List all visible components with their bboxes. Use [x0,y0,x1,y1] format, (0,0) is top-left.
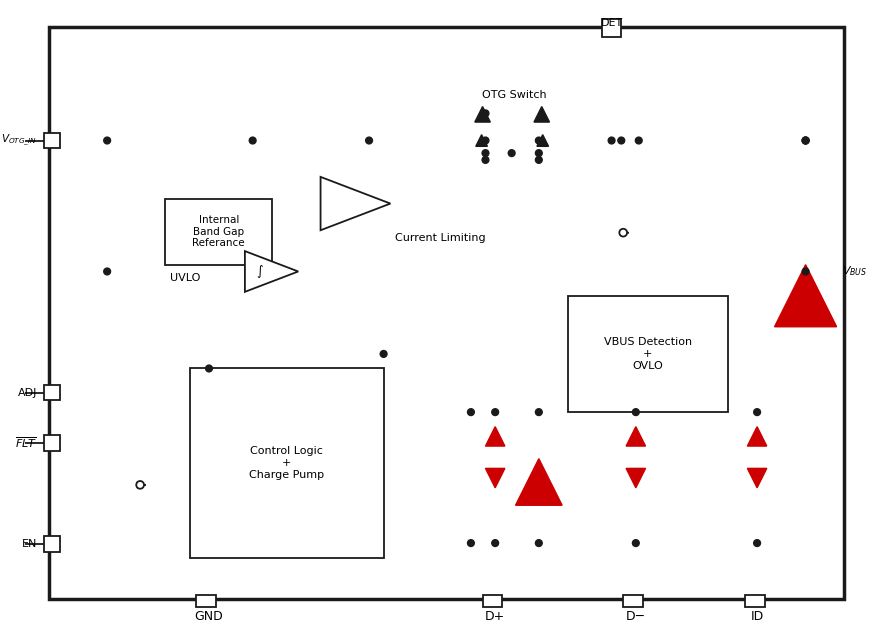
Text: $\overline{FLT}$: $\overline{FLT}$ [15,436,37,450]
Polygon shape [746,427,766,446]
Circle shape [619,229,627,237]
Bar [189,369,383,558]
Circle shape [801,137,808,144]
Circle shape [753,540,760,547]
Text: $V_{BUS}$: $V_{BUS}$ [841,265,866,278]
Text: Control Logic
+
Charge Pump: Control Logic + Charge Pump [249,447,324,480]
Circle shape [534,409,541,415]
Polygon shape [515,459,561,505]
Circle shape [507,150,514,156]
Circle shape [607,137,614,144]
Circle shape [103,268,110,275]
Circle shape [534,137,541,144]
Circle shape [617,137,624,144]
Polygon shape [244,251,298,292]
Text: D+: D+ [485,611,505,623]
Circle shape [632,540,639,547]
Circle shape [534,156,541,163]
Text: DET: DET [600,18,622,28]
Polygon shape [746,468,766,488]
Bar [44,537,60,552]
Polygon shape [474,107,490,122]
Text: GND: GND [195,611,223,623]
Polygon shape [626,468,645,488]
Circle shape [801,268,808,275]
Circle shape [481,156,488,163]
Bar [482,595,501,607]
Circle shape [801,137,808,144]
Circle shape [205,365,212,372]
Circle shape [380,350,387,357]
Circle shape [491,409,498,415]
Circle shape [632,409,639,415]
Bar [165,198,272,265]
Bar [601,19,620,37]
Polygon shape [626,427,645,446]
Circle shape [481,150,488,156]
Circle shape [365,137,372,144]
Bar [196,595,216,607]
Text: OTG Switch: OTG Switch [481,90,547,100]
Circle shape [481,137,488,144]
Circle shape [249,137,255,144]
Polygon shape [534,107,549,122]
Text: VBUS Detection
+
OVLO: VBUS Detection + OVLO [603,338,691,371]
Circle shape [467,409,474,415]
Text: ID: ID [750,611,763,623]
Circle shape [801,137,808,144]
Circle shape [534,150,541,156]
Text: Current Limiting: Current Limiting [395,232,485,242]
Circle shape [481,110,488,117]
Text: UVLO: UVLO [170,273,201,283]
Circle shape [491,540,498,547]
Polygon shape [773,265,836,327]
Bar [745,595,764,607]
Circle shape [103,137,110,144]
Text: Internal
Band Gap
Referance: Internal Band Gap Referance [192,215,245,248]
Circle shape [634,137,641,144]
Polygon shape [536,135,547,146]
Bar [44,435,60,451]
Circle shape [467,540,474,547]
Circle shape [753,409,760,415]
Text: EN: EN [22,539,37,549]
Polygon shape [475,135,487,146]
Polygon shape [485,427,504,446]
Bar [44,385,60,401]
Circle shape [534,540,541,547]
Bar [567,296,727,412]
Text: ADJ: ADJ [18,388,37,397]
Circle shape [136,481,144,489]
Text: ∫: ∫ [255,265,262,278]
Polygon shape [485,468,504,488]
Bar [44,133,60,148]
Text: D−: D− [625,611,645,623]
Bar [622,595,642,607]
Text: $V_{OTG\_IN}$: $V_{OTG\_IN}$ [2,133,37,148]
Polygon shape [320,177,390,230]
